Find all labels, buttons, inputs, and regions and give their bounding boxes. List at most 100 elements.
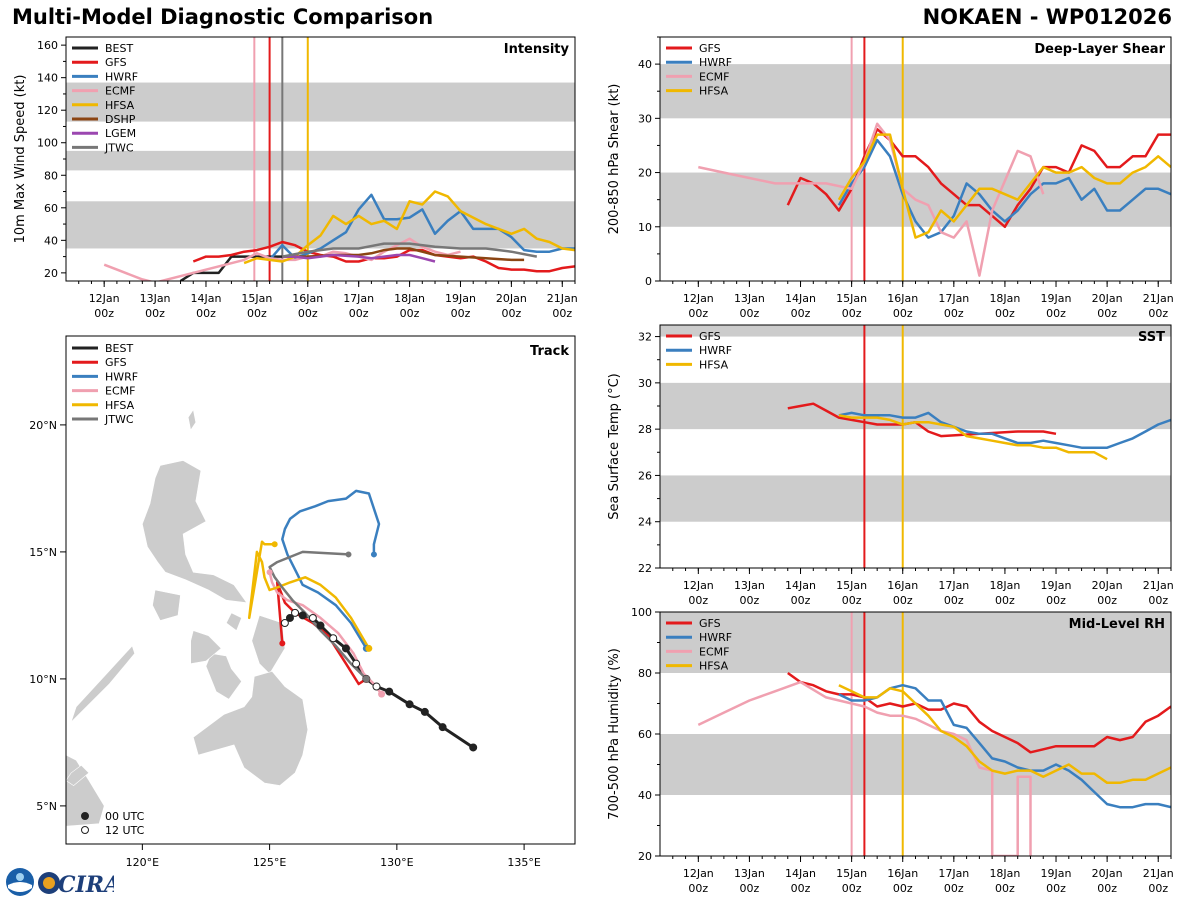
track-point-best bbox=[285, 613, 294, 622]
track-start-point-hfsa bbox=[365, 644, 373, 652]
track-lines bbox=[247, 489, 478, 752]
y-axis-label: Sea Surface Temp (°C) bbox=[607, 373, 622, 520]
y-tick-label: 20 bbox=[638, 850, 652, 863]
series-line-lgem bbox=[282, 253, 436, 263]
series-line-gfs bbox=[192, 240, 575, 273]
noaa-cira-logo: CIRA bbox=[6, 868, 114, 898]
shading-band bbox=[660, 734, 1171, 795]
x-tick-label: 21Jan bbox=[1143, 867, 1174, 880]
track-point-best bbox=[420, 707, 429, 716]
y-tick-label: 22 bbox=[638, 562, 652, 575]
y-tick-label: 30 bbox=[638, 112, 652, 125]
shading-band bbox=[660, 64, 1171, 119]
x-tick-label: 17Jan bbox=[938, 867, 969, 880]
y-tick-label: 80 bbox=[44, 169, 58, 182]
x-tick-label: 00z bbox=[995, 882, 1015, 895]
y-tick-label: 20°N bbox=[29, 419, 57, 432]
series-line-gfs bbox=[787, 671, 1171, 754]
y-tick-label: 32 bbox=[638, 331, 652, 344]
x-tick-label: 00z bbox=[196, 307, 216, 320]
landmass bbox=[190, 630, 222, 665]
x-tick-label: 20Jan bbox=[1092, 579, 1123, 592]
y-tick-label: 100 bbox=[631, 606, 652, 619]
track-end-point-ecmf bbox=[266, 569, 273, 576]
x-tick-label: 14Jan bbox=[190, 292, 221, 305]
track-line-hfsa bbox=[247, 540, 370, 650]
track-point-best bbox=[308, 613, 317, 622]
shading-band bbox=[66, 82, 575, 122]
x-tick-label: 16Jan bbox=[292, 292, 323, 305]
y-axis-label: 700-500 hPa Humidity (%) bbox=[607, 648, 622, 820]
y-axis-label: 200-850 hPa Shear (kt) bbox=[607, 84, 622, 235]
track-point-best bbox=[329, 634, 338, 643]
x-tick-label: 00z bbox=[349, 307, 369, 320]
y-tick-label: 20 bbox=[638, 167, 652, 180]
y-tick-label: 120 bbox=[37, 104, 58, 117]
legend-label-hwrf: HWRF bbox=[105, 70, 138, 83]
legend-label-gfs: GFS bbox=[699, 42, 721, 55]
y-tick-label: 5°N bbox=[36, 800, 57, 813]
series-line-gfs bbox=[787, 402, 1057, 438]
shading-band bbox=[660, 325, 1171, 337]
landmass bbox=[205, 653, 242, 700]
track-start-point-jtwc bbox=[362, 675, 370, 683]
y-tick-label: 15°N bbox=[29, 546, 57, 559]
x-tick-label: 00z bbox=[501, 307, 521, 320]
x-tick-label: 00z bbox=[688, 594, 708, 607]
x-tick-label: 15Jan bbox=[241, 292, 272, 305]
series-line-hwrf bbox=[837, 138, 1171, 239]
logo-text: CIRA bbox=[58, 872, 114, 898]
y-tick-label: 80 bbox=[638, 667, 652, 680]
y-tick-label: 60 bbox=[638, 728, 652, 741]
track-point-best bbox=[438, 723, 447, 732]
legend-label-hwrf: HWRF bbox=[699, 56, 732, 69]
legend-label-hfsa: HFSA bbox=[105, 399, 135, 412]
landmass bbox=[152, 589, 181, 621]
x-tick-label: 00z bbox=[893, 307, 913, 320]
x-tick-label: 18Jan bbox=[989, 867, 1020, 880]
x-tick-label: 00z bbox=[944, 594, 964, 607]
x-tick-label: 00z bbox=[400, 307, 420, 320]
x-tick-label: 00z bbox=[451, 307, 471, 320]
x-tick-label: 130°E bbox=[380, 856, 413, 869]
y-tick-label: 140 bbox=[37, 72, 58, 85]
x-tick-label: 00z bbox=[842, 882, 862, 895]
x-tick-label: 00z bbox=[1046, 594, 1066, 607]
legend-label-ecmf: ECMF bbox=[105, 385, 135, 398]
x-tick-label: 16Jan bbox=[887, 867, 918, 880]
series-line-hwrf bbox=[838, 411, 1171, 449]
landmass bbox=[66, 764, 90, 786]
x-tick-label: 13Jan bbox=[734, 292, 765, 305]
x-tick-label: 20Jan bbox=[496, 292, 527, 305]
legend-label-ecmf: ECMF bbox=[105, 85, 135, 98]
legend-label-gfs: GFS bbox=[105, 356, 127, 369]
track-point-best bbox=[352, 659, 361, 668]
panel-intensity: 20 40 60 80 100 120 140 160 12Jan 00z 13Jan 00z 14Ja… bbox=[13, 36, 578, 320]
y-tick-label: 40 bbox=[638, 789, 652, 802]
x-tick-label: 12Jan bbox=[683, 867, 714, 880]
x-tick-label: 12Jan bbox=[683, 292, 714, 305]
series-line-hfsa bbox=[838, 684, 1171, 785]
panel-title: Intensity bbox=[504, 42, 570, 57]
legend-label-jtwc: JTWC bbox=[104, 413, 134, 426]
legend-label-gfs: GFS bbox=[105, 56, 127, 69]
panel-rh: 20 40 60 80 100 12Jan 00z 13Jan 00z 14Jan 00z 15Jan… bbox=[607, 606, 1174, 895]
x-tick-label: 12Jan bbox=[89, 292, 120, 305]
y-tick-label: 40 bbox=[638, 58, 652, 71]
x-tick-label: 21Jan bbox=[547, 292, 578, 305]
legend-label-best: BEST bbox=[105, 342, 133, 355]
x-tick-label: 00z bbox=[1046, 307, 1066, 320]
legend-marker-00utc bbox=[81, 812, 89, 820]
shading-band bbox=[660, 612, 1171, 673]
track-point-best bbox=[316, 621, 325, 630]
legend-label-hfsa: HFSA bbox=[699, 660, 729, 673]
x-tick-label: 00z bbox=[1097, 882, 1117, 895]
track-end-point-hwrf bbox=[370, 551, 377, 558]
x-tick-label: 14Jan bbox=[785, 579, 816, 592]
landmass bbox=[70, 645, 136, 723]
legend-label-hfsa: HFSA bbox=[699, 85, 729, 98]
track-line-hwrf bbox=[281, 489, 381, 650]
x-tick-label: 13Jan bbox=[140, 292, 171, 305]
x-tick-label: 00z bbox=[1148, 882, 1168, 895]
legend-label-best: BEST bbox=[105, 42, 133, 55]
